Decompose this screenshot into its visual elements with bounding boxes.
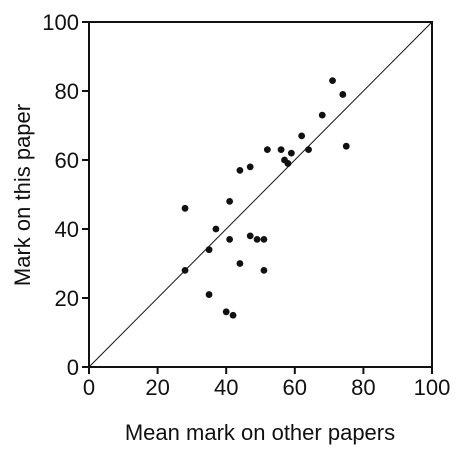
data-point: [226, 235, 234, 243]
x-tick-label: 80: [351, 375, 375, 400]
x-axis-ticks: 0 20 40 60 80 100: [83, 367, 450, 400]
data-point: [298, 132, 306, 140]
data-point: [181, 204, 189, 212]
data-point: [181, 267, 189, 274]
y-tick-label: 80: [55, 79, 79, 104]
data-point: [260, 235, 268, 243]
y-tick-label: 20: [55, 286, 79, 311]
y-tick-label: 40: [55, 217, 79, 242]
y-tick-label: 60: [55, 148, 79, 173]
x-tick-label: 100: [414, 375, 451, 400]
x-axis-label: Mean mark on other papers: [125, 420, 395, 445]
data-point: [277, 146, 285, 154]
x-tick-label: 40: [214, 375, 238, 400]
data-point: [263, 146, 271, 154]
x-tick-label: 20: [145, 375, 169, 400]
data-point: [222, 308, 230, 316]
data-point: [342, 142, 350, 150]
reference-line-y-equals-x: [88, 21, 433, 368]
data-point: [284, 160, 292, 167]
data-point: [318, 111, 326, 119]
data-point: [260, 267, 268, 274]
data-point: [229, 311, 237, 319]
data-point: [305, 146, 312, 154]
data-points: [181, 77, 350, 319]
y-axis-ticks: 0 20 40 60 80 100: [42, 10, 89, 380]
data-point: [287, 149, 295, 157]
data-point: [205, 291, 213, 298]
data-point: [236, 166, 244, 174]
x-tick-label: 0: [83, 375, 95, 400]
plot-frame: [88, 21, 433, 368]
data-point: [329, 77, 336, 85]
data-point: [246, 232, 254, 240]
data-point: [246, 163, 254, 171]
data-point: [253, 235, 261, 243]
data-point: [339, 91, 347, 98]
data-point: [205, 246, 213, 254]
data-point: [212, 225, 220, 233]
data-point: [226, 198, 234, 205]
data-point: [236, 260, 244, 267]
x-tick-label: 60: [283, 375, 307, 400]
y-axis-label: Mark on this paper: [10, 104, 35, 286]
y-tick-label: 100: [42, 10, 79, 35]
y-tick-label: 0: [67, 355, 79, 380]
